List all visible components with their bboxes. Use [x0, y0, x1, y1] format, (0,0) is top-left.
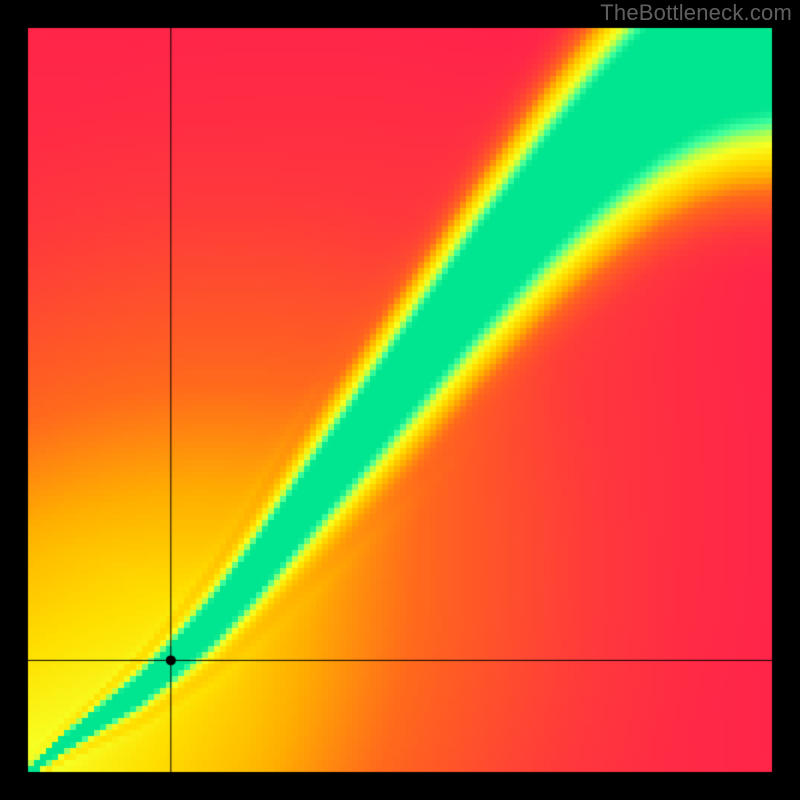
chart-container: TheBottleneck.com: [0, 0, 800, 800]
heatmap-canvas: [0, 0, 800, 800]
